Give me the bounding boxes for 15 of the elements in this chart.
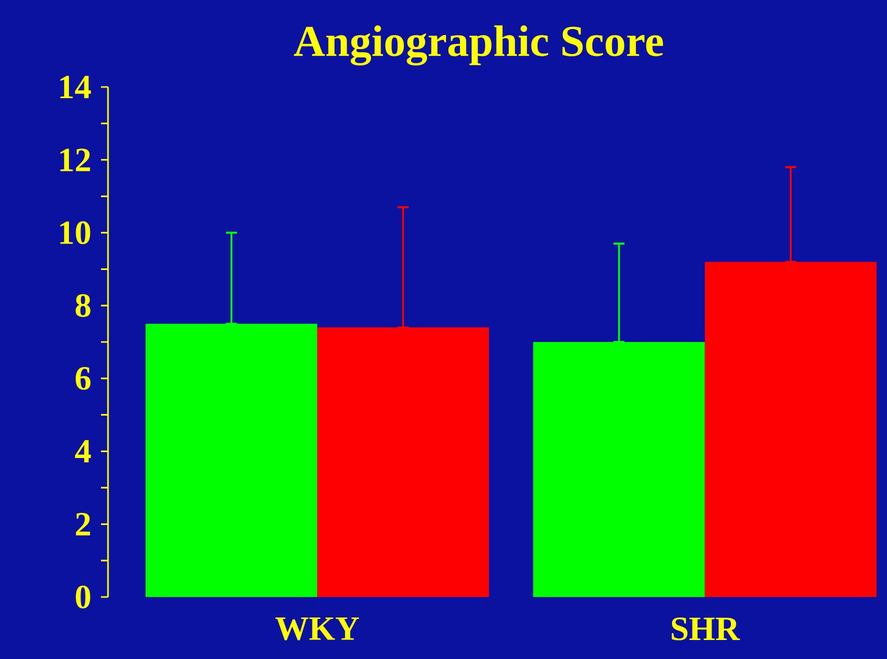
x-tick-label: WKY [275, 618, 359, 640]
y-tick-label: 10 [60, 221, 90, 244]
y-tick-label: 2 [76, 512, 90, 536]
bar [317, 327, 489, 597]
y-tick-label: 12 [60, 148, 90, 172]
y-tick-label: 6 [76, 367, 90, 390]
y-tick-label: 4 [75, 440, 91, 462]
chart-title: Angiographic Score [294, 25, 663, 66]
x-tick-label: SHR [672, 618, 740, 640]
bar [704, 262, 877, 597]
bar [533, 342, 705, 597]
y-tick-label: 0 [76, 586, 90, 608]
y-tick-label: 14 [60, 76, 91, 98]
y-tick-label: 8 [76, 294, 90, 317]
bar [146, 324, 318, 597]
